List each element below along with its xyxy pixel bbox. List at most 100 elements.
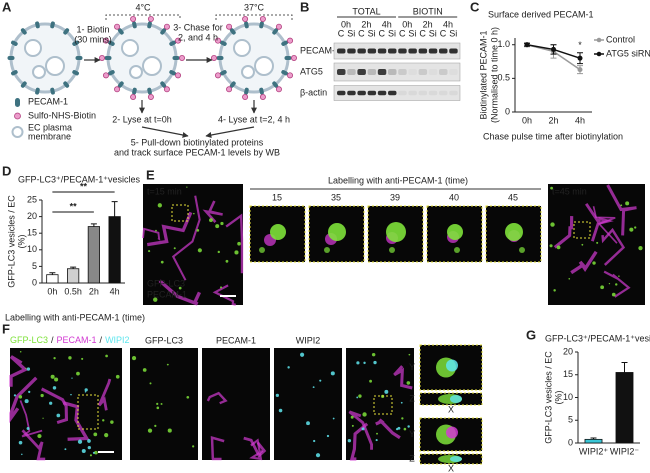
puncta [549,244,553,248]
puncta [638,245,643,251]
band [439,48,448,54]
y-tick-label: 15 [563,369,573,379]
pecam-icon [132,87,137,95]
band [347,69,356,75]
biotin-icon [130,93,137,100]
pecam-icon [108,40,115,46]
pecam-icon [72,40,79,46]
label: WIPI2 [296,335,321,345]
biotin-icon [175,37,182,44]
puncta [84,391,87,393]
label: 2- Lyse at t=0h [112,114,171,124]
band [428,90,438,96]
legend-label: ATG5 siRNA [606,48,650,58]
puncta [618,275,620,277]
label: Si [449,28,457,38]
puncta [401,417,404,420]
y-axis-label: (%) [16,235,26,249]
label: t=15 min [147,186,182,196]
puncta [237,241,241,246]
label: PECAM-1 [300,45,340,55]
biotin-icon [114,23,121,30]
puncta [306,421,310,426]
membrane-signal [146,211,193,247]
puncta [166,363,169,366]
vesicle [233,39,251,57]
membrane-signal [40,387,69,425]
band [337,48,346,54]
bracket [215,14,293,20]
puncta [192,445,195,448]
y-tick-label: 10 [27,244,37,254]
band [398,69,407,75]
annotation: ** [80,181,88,191]
annotation: * [578,40,582,50]
pecam-icon [281,70,288,76]
panel-label: A [2,0,12,14]
puncta [142,368,147,372]
panel-label: B [300,0,309,14]
label-part: / [100,335,103,345]
biotin-icon [102,72,109,79]
pecam-icon [160,28,167,35]
micrograph [367,205,424,263]
legend-label: Control [606,34,635,44]
point [577,67,583,73]
band [367,48,377,54]
band [367,69,377,75]
puncta [76,371,80,376]
x-axis-label: Chase pulse time after biotinylation [483,131,623,141]
y-axis-label: Biotinylated PECAM-1 [478,30,488,119]
green-blob [324,247,330,253]
green-blob [505,223,523,241]
green-blob [386,222,406,242]
vesicle [142,56,162,76]
label: X [448,404,454,414]
vesicle [129,65,143,79]
label: 40 [449,192,459,202]
legend-swatch [596,37,602,43]
band [418,90,428,96]
pecam-icon [284,56,292,60]
label: 2, and 4 h [178,32,218,42]
inset-box [171,204,189,222]
pecam-icon [11,70,18,76]
band [449,90,458,96]
biotin-icon [163,86,170,93]
y-tick-label: 20 [27,211,37,221]
puncta [92,451,95,454]
x-tick-label: 0h [47,286,57,296]
puncta [596,241,599,244]
band [367,90,377,96]
membrane-signal [393,365,413,390]
puncta [351,424,354,427]
band [357,90,366,96]
label: 3- Chase for [173,22,223,32]
band [347,48,356,54]
membrane-signal [348,410,374,450]
pecam-icon [244,87,249,95]
label: 0h [402,19,412,29]
puncta [376,432,378,435]
point [524,42,530,48]
legend-label: Sulfo-NHS-Biotin [28,110,96,120]
membrane-signal [210,436,225,461]
puncta [330,371,335,376]
biotin-icon [178,55,185,62]
bar [615,372,634,444]
puncta [363,361,366,365]
pecam-icon [259,21,264,29]
label: PECAM-1 [147,289,187,299]
band [357,69,366,75]
pecam-icon [7,56,15,60]
puncta [371,352,376,357]
puncta [217,250,220,254]
x-tick-label: 4h [110,286,120,296]
label: 39 [390,192,400,202]
puncta [26,367,31,371]
point [551,46,556,52]
pecam-icon [11,40,18,46]
label: 35 [331,192,341,202]
band [428,48,438,54]
pecam-icon [259,87,264,95]
